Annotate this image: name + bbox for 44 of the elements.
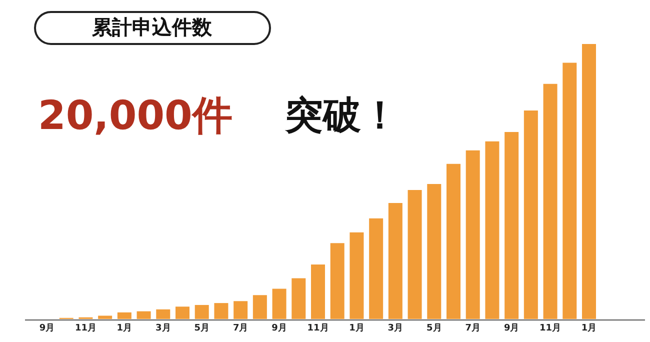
bar	[194, 304, 209, 319]
x-tick-label: 1月	[349, 322, 364, 334]
bar	[176, 306, 190, 319]
x-tick-label: 9月	[504, 322, 520, 334]
bar	[292, 278, 306, 319]
x-tick-label: 7月	[232, 322, 248, 334]
bar	[543, 84, 558, 319]
x-tick-label: 11月	[307, 322, 329, 334]
bar	[330, 243, 344, 319]
x-tick-label: 1月	[116, 322, 132, 334]
bar	[369, 218, 384, 319]
x-tick-label: 9月	[39, 322, 55, 334]
bar	[427, 184, 442, 319]
x-tick-label: 11月	[540, 322, 562, 334]
bar	[234, 301, 248, 319]
x-tick-label: 3月	[156, 322, 171, 334]
x-tick-label: 5月	[426, 322, 442, 334]
bar	[98, 316, 112, 319]
annotation: 突破！	[284, 93, 399, 137]
bar	[485, 141, 500, 319]
bar	[350, 232, 364, 319]
bar	[504, 132, 519, 319]
bar	[214, 303, 228, 319]
bar	[388, 202, 402, 319]
bar	[524, 110, 538, 319]
bar	[136, 311, 151, 319]
x-tick-label: 7月	[465, 322, 480, 334]
bar	[272, 288, 286, 319]
bar	[582, 44, 596, 319]
bar	[117, 312, 132, 319]
x-tick-label: 3月	[388, 322, 404, 334]
bar	[156, 309, 170, 319]
x-tick-label: 1月	[581, 322, 597, 334]
bar	[252, 295, 267, 319]
bar	[446, 164, 460, 319]
bar	[311, 264, 325, 319]
bar	[562, 62, 577, 319]
x-tick-label: 9月	[272, 322, 287, 334]
x-tick-label: 5月	[194, 322, 210, 334]
x-tick-label: 11月	[74, 322, 96, 334]
chart-title: 累計申込件数	[91, 15, 213, 39]
bar	[408, 190, 422, 319]
bar	[466, 150, 480, 319]
annotation: 20,000件	[38, 93, 232, 139]
